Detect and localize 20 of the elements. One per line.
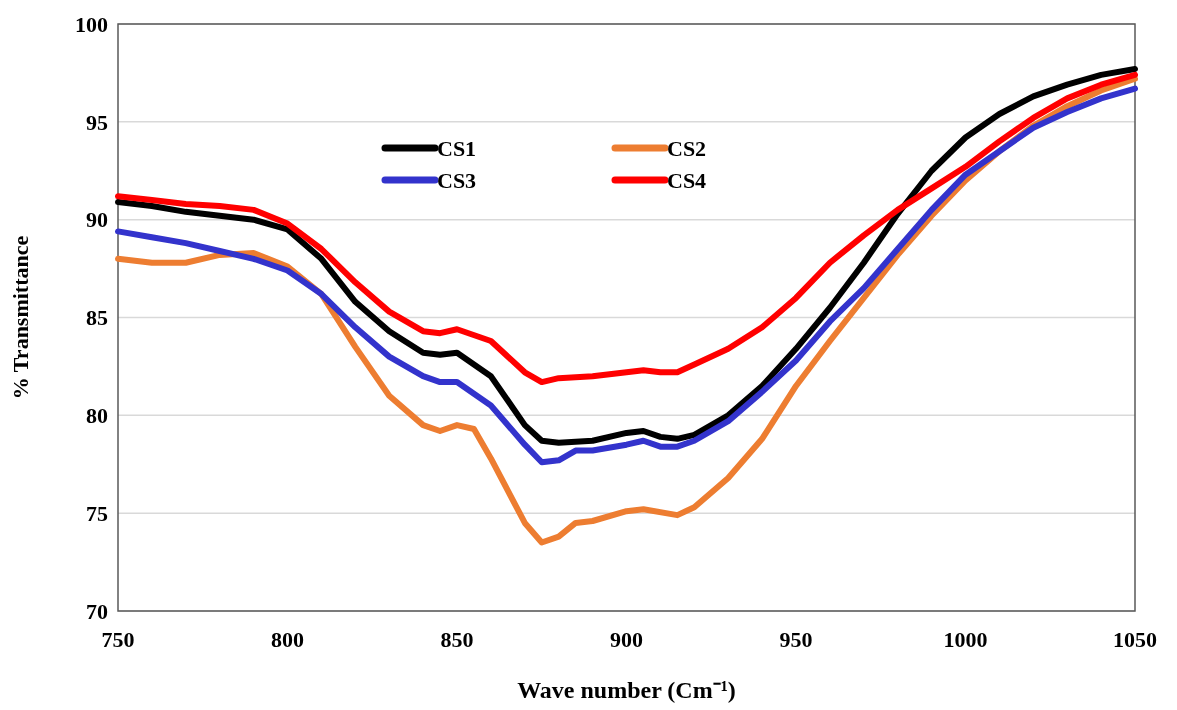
legend-label: CS2 (667, 135, 707, 161)
legend-label: CS3 (437, 167, 477, 193)
y-tick-label: 100 (75, 11, 108, 37)
legend-label: CS4 (667, 167, 707, 193)
x-tick-label: 800 (271, 627, 304, 652)
y-tick-label: 75 (86, 500, 108, 526)
x-axis-title: Wave number (Cm⁻¹) (517, 677, 736, 703)
y-axis-title: % Transmittance (8, 235, 33, 400)
y-tick-label: 90 (86, 207, 108, 233)
x-tick-label: 950 (779, 627, 813, 652)
y-tick-label: 70 (86, 598, 108, 624)
x-tick-label: 850 (440, 627, 474, 652)
legend-label: CS1 (437, 135, 477, 161)
y-tick-label: 80 (86, 403, 108, 429)
x-tick-label: 900 (610, 627, 643, 652)
x-tick-label: 1050 (1113, 627, 1157, 652)
y-tick-label: 95 (86, 109, 108, 135)
x-tick-label: 750 (101, 627, 135, 652)
y-tick-label: 85 (86, 305, 108, 331)
x-tick-label: 1000 (943, 627, 988, 652)
